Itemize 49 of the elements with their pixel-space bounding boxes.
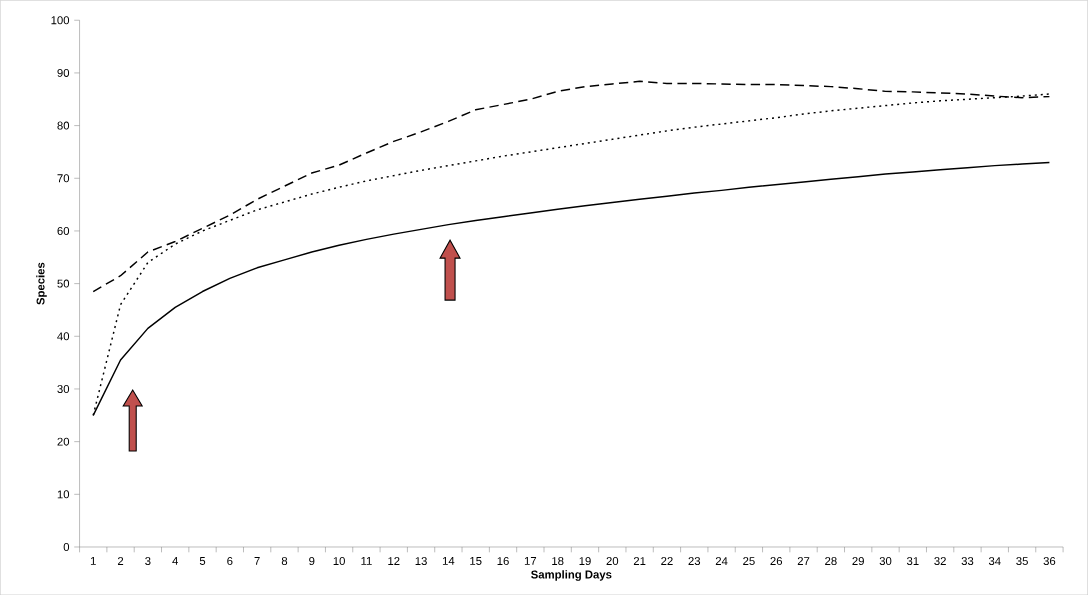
- y-tick-label: 40: [57, 332, 70, 341]
- x-tick-label: 4: [172, 556, 179, 565]
- x-tick-label: 8: [281, 556, 288, 565]
- x-axis-title: Sampling Days: [531, 570, 612, 581]
- x-tick-label: 31: [906, 556, 919, 565]
- y-tick-label: 60: [57, 226, 70, 235]
- x-tick-label: 36: [1043, 556, 1056, 565]
- y-axis-title: Species: [36, 262, 47, 305]
- x-tick-label: 6: [227, 556, 233, 565]
- x-tick-label: 9: [309, 556, 315, 565]
- x-tick-label: 18: [552, 556, 564, 565]
- y-tick-label: 80: [57, 121, 70, 130]
- x-tick-label: 16: [497, 556, 509, 565]
- x-tick-label: 27: [797, 556, 810, 565]
- x-tick-label: 5: [199, 556, 206, 565]
- x-tick-label: 22: [661, 556, 673, 565]
- x-tick-label: 23: [688, 556, 701, 565]
- y-tick-label: 50: [57, 279, 70, 288]
- x-tick-label: 12: [388, 556, 400, 565]
- x-tick-label: 7: [254, 556, 260, 565]
- x-tick-label: 17: [524, 556, 537, 565]
- x-tick-label: 2: [117, 556, 124, 565]
- y-tick-label: 30: [57, 384, 70, 393]
- x-tick-label: 35: [1016, 556, 1028, 565]
- x-tick-label: 24: [715, 556, 728, 565]
- x-tick-label: 14: [442, 556, 455, 565]
- x-tick-label: 29: [852, 556, 864, 565]
- x-tick-label: 28: [825, 556, 837, 565]
- x-tick-label: 15: [470, 556, 482, 565]
- x-tick-label: 26: [770, 556, 783, 565]
- x-tick-label: 33: [961, 556, 974, 565]
- y-tick-label: 70: [57, 174, 70, 183]
- x-tick-label: 10: [333, 556, 345, 565]
- x-tick-label: 30: [879, 556, 892, 565]
- x-tick-label: 25: [743, 556, 755, 565]
- x-tick-label: 32: [934, 556, 946, 565]
- x-tick-label: 19: [579, 556, 591, 565]
- x-tick-label: 20: [606, 556, 619, 565]
- y-tick-label: 20: [57, 437, 70, 446]
- y-tick-label: 0: [63, 542, 70, 551]
- x-tick-label: 1: [90, 556, 96, 565]
- x-tick-label: 11: [361, 556, 372, 565]
- x-tick-label: 3: [145, 556, 151, 565]
- y-tick-label: 10: [57, 490, 70, 499]
- y-tick-label: 90: [57, 68, 70, 77]
- x-tick-label: 21: [633, 556, 646, 565]
- x-tick-label: 13: [415, 556, 427, 565]
- x-tick-label: 34: [988, 556, 1001, 565]
- y-tick-label: 100: [51, 16, 70, 25]
